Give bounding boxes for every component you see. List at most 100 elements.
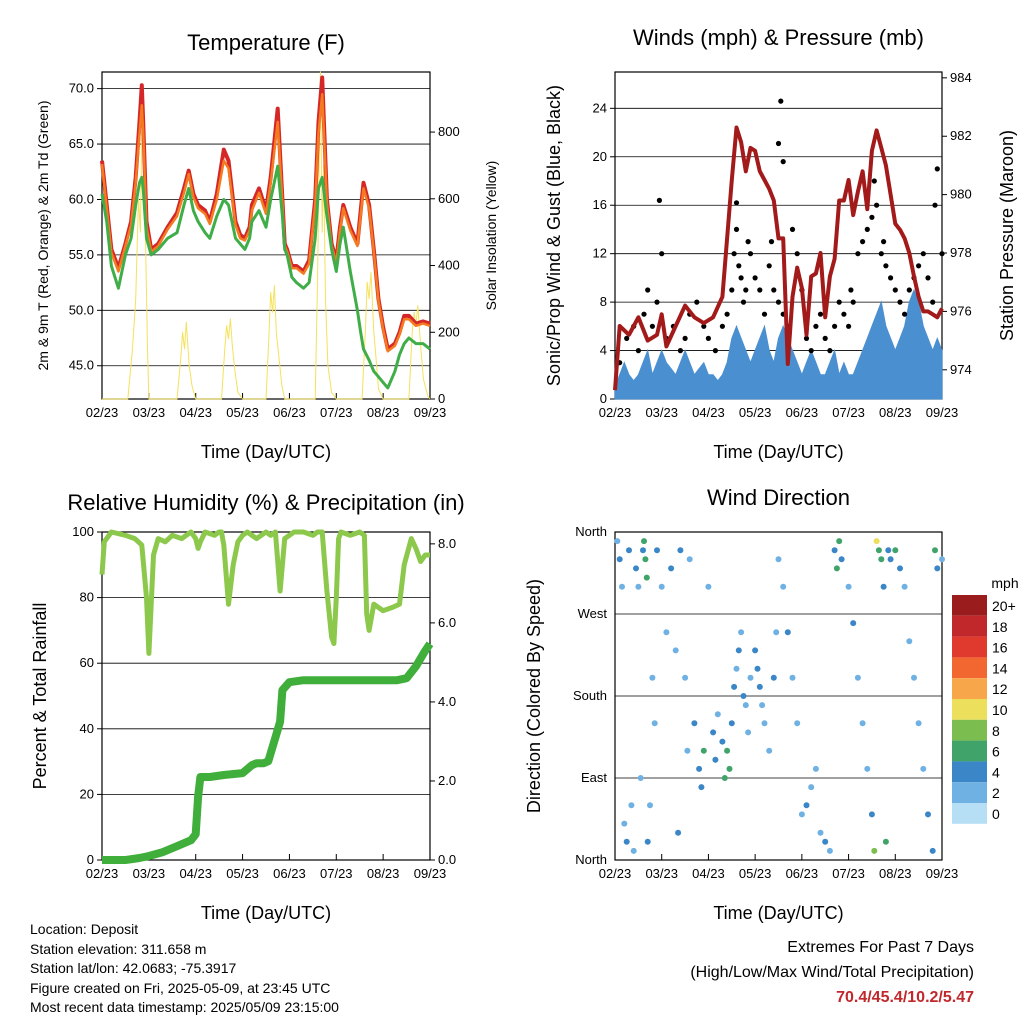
gust-point	[729, 287, 735, 293]
x-tick-label-4-1: 03/23	[645, 866, 678, 881]
rh-series	[99, 529, 430, 656]
direction-point	[920, 765, 927, 772]
gust-point	[855, 251, 861, 257]
pressure-series	[613, 125, 944, 391]
gust-point	[719, 323, 726, 329]
x-tick-label-1-0: 02/23	[86, 405, 119, 420]
direction-point	[766, 747, 773, 754]
gust-point	[649, 323, 656, 329]
x-tick-label-2-6: 08/23	[879, 405, 912, 420]
x-tick-label-1-4: 06/23	[273, 405, 306, 420]
gust-point	[656, 197, 663, 203]
gust-point	[733, 226, 740, 232]
direction-point	[643, 574, 650, 581]
y2-tick-label-2-0: 974	[950, 362, 972, 377]
direction-point	[647, 802, 653, 809]
y2-tick-label-1-0: 0	[438, 391, 445, 406]
y2-tick-label-1-3: 600	[438, 191, 460, 206]
elevation-text: Station elevation: 311.658 m	[30, 940, 207, 957]
direction-point	[789, 674, 796, 681]
direction-point	[831, 547, 838, 554]
direction-point	[822, 838, 829, 845]
direction-point	[864, 765, 871, 772]
gust-point	[878, 251, 884, 257]
gust-point	[850, 299, 856, 305]
gust-point	[888, 275, 894, 281]
direction-point	[838, 556, 845, 563]
direction-point	[911, 674, 917, 681]
direction-point	[684, 747, 691, 754]
direction-point	[882, 838, 889, 845]
gust-point	[682, 335, 688, 341]
y-tick-label-1-1: 50.0	[69, 302, 94, 317]
gust-point	[794, 251, 800, 257]
x-tick-label-4-5: 07/23	[832, 866, 865, 881]
x-tick-label-2-1: 03/23	[645, 405, 678, 420]
direction-point	[752, 647, 759, 654]
y2-tick-label-2-3: 980	[950, 187, 972, 202]
legend-swatch-3	[952, 657, 987, 679]
direction-point	[682, 674, 689, 681]
direction-point	[633, 565, 639, 572]
gust-point	[892, 287, 898, 293]
direction-point	[626, 547, 632, 554]
direction-point	[649, 674, 656, 681]
x-tick-label-2-5: 07/23	[832, 405, 865, 420]
x-tick-label-1-6: 08/23	[367, 405, 400, 420]
gust-point	[694, 299, 700, 305]
direction-point	[644, 838, 651, 845]
x-tick-label-4-2: 04/23	[692, 866, 725, 881]
direction-point	[623, 838, 630, 845]
direction-point	[878, 556, 885, 563]
gust-point	[808, 348, 814, 354]
direction-point	[887, 556, 894, 563]
gust-point	[645, 287, 651, 293]
direction-point	[635, 583, 642, 590]
direction-point	[742, 702, 749, 709]
gust-point	[736, 263, 742, 269]
y-tick-label-3-2: 40	[80, 721, 94, 736]
direction-point	[651, 720, 658, 727]
direction-point	[714, 711, 721, 718]
y2-tick-label-1-2: 400	[438, 258, 460, 273]
x-tick-label-3-1: 03/23	[133, 866, 166, 881]
direction-point	[775, 556, 782, 563]
legend-label-4: 12	[992, 681, 1008, 697]
gust-point	[771, 287, 777, 293]
gust-point	[641, 311, 647, 317]
legend-label-5: 10	[992, 702, 1008, 718]
direction-point	[705, 583, 712, 590]
y2-tick-label-3-2: 4.0	[438, 694, 456, 709]
y2-tick-label-2-2: 978	[950, 245, 972, 260]
y-axis-label-4: Direction (Colored By Speed)	[524, 579, 544, 813]
legend-swatch-1	[952, 615, 987, 637]
direction-point	[719, 738, 726, 745]
x-tick-label-1-3: 05/23	[226, 405, 259, 420]
direction-point	[897, 565, 903, 572]
x-tick-label-2-7: 09/23	[926, 405, 959, 420]
gust-point	[832, 323, 838, 329]
legend-label-7: 6	[992, 744, 1000, 760]
gust-point	[902, 311, 908, 317]
y2-tick-label-3-0: 0.0	[438, 852, 456, 867]
legend-swatch-0	[952, 595, 987, 616]
legend-swatch-6	[952, 719, 987, 741]
gust-point	[724, 311, 730, 317]
y2-tick-label-2-5: 984	[950, 70, 972, 85]
x-tick-label-4-6: 08/23	[879, 866, 912, 881]
direction-point	[724, 747, 731, 754]
y-tick-label-2-2: 8	[600, 294, 607, 309]
x-tick-label-3-2: 04/23	[179, 866, 212, 881]
direction-point	[880, 583, 887, 590]
y-axis-label-2: Sonic/Prop Wind & Gust (Blue, Black)	[544, 85, 564, 386]
direction-point	[854, 674, 861, 681]
y-tick-label-3-1: 20	[80, 786, 94, 801]
gust-point	[864, 226, 870, 232]
gust-point	[705, 335, 712, 341]
gust-point	[701, 323, 707, 329]
y2-tick-label-3-3: 6.0	[438, 615, 456, 630]
gust-point	[789, 226, 796, 232]
solar-series	[102, 71, 431, 400]
created-text: Figure created on Fri, 2025-05-09, at 23…	[30, 979, 331, 996]
